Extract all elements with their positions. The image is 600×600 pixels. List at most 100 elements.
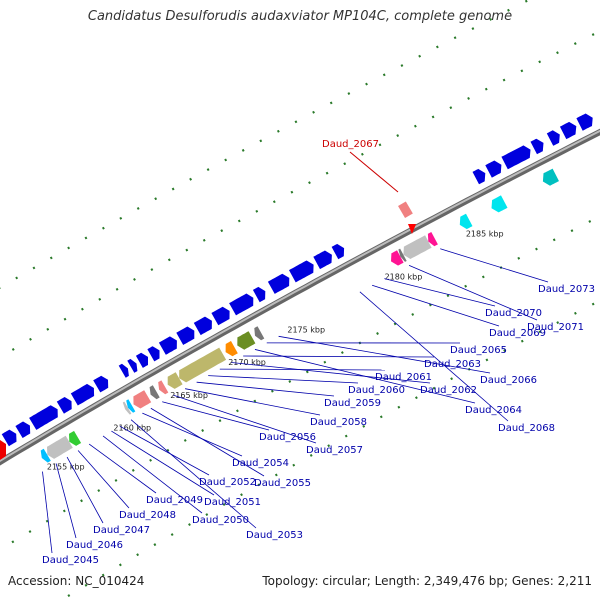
gene-label-Daud_2057: Daud_2057 bbox=[306, 445, 363, 456]
map-title: Candidatus Desulforudis audaxviator MP10… bbox=[87, 9, 513, 24]
tick-label-1: 2160 kbp bbox=[113, 423, 151, 432]
forward-gene-18 bbox=[313, 250, 332, 270]
leader-Daud_2057 bbox=[173, 394, 317, 444]
reverse-gene-8 bbox=[167, 372, 183, 389]
gene-label-Daud_2060: Daud_2060 bbox=[348, 385, 405, 396]
leader-Daud_2055 bbox=[150, 407, 265, 477]
forward-gene-13 bbox=[211, 306, 230, 326]
forward-gene-23 bbox=[530, 138, 544, 155]
forward-gene-24 bbox=[546, 130, 560, 146]
forward-gene-8 bbox=[135, 352, 148, 368]
reverse-gene-3 bbox=[122, 401, 132, 415]
leader-Daud_2045 bbox=[42, 471, 53, 554]
accession-text: Accession: NC_010424 bbox=[8, 574, 145, 588]
gene-label-Daud_2049: Daud_2049 bbox=[146, 495, 203, 506]
forward-strand-genes bbox=[1, 113, 593, 447]
gene-label-Daud_2061: Daud_2061 bbox=[375, 372, 432, 383]
tick-label-3: 2170 kbp bbox=[228, 358, 266, 367]
leader-Daud_2071 bbox=[408, 264, 538, 321]
highlight-marker bbox=[408, 224, 416, 234]
reverse-gene-7 bbox=[158, 380, 169, 395]
gene-label-Daud_2068: Daud_2068 bbox=[498, 423, 555, 434]
forward-gene-5 bbox=[93, 375, 109, 393]
leader-Daud_2049 bbox=[88, 443, 157, 494]
leader-Daud_2059 bbox=[196, 381, 335, 397]
reverse-gene-10 bbox=[225, 341, 238, 357]
highlighted-gene[interactable]: Daud_2067 bbox=[0, 139, 416, 460]
tick-label-4: 2175 kbp bbox=[287, 325, 325, 334]
gene-label-Daud_2045: Daud_2045 bbox=[42, 555, 99, 566]
backbone-highlight bbox=[0, 129, 600, 462]
gene-labels: Daud_2045 Daud_2046 Daud_2047 Daud_2048 Daud… bbox=[42, 248, 595, 566]
leader-Daud_2050 bbox=[102, 435, 203, 514]
forward-gene-9 bbox=[147, 346, 160, 362]
reverse-gene-5 bbox=[133, 390, 152, 409]
forward-gene-7 bbox=[127, 358, 138, 373]
forward-gene-26 bbox=[576, 113, 593, 131]
reverse-gene-4 bbox=[126, 399, 136, 413]
tick-label-6: 2185 kbp bbox=[466, 229, 504, 238]
reverse-gene-18 bbox=[491, 195, 508, 213]
leader-Daud_2060 bbox=[208, 375, 359, 384]
leader-Daud_2054 bbox=[142, 412, 243, 457]
leader-Daud_2069 bbox=[371, 284, 500, 327]
leader-Daud_2051 bbox=[111, 430, 215, 496]
gene-label-Daud_2073: Daud_2073 bbox=[538, 284, 595, 295]
reverse-gene-17 bbox=[459, 213, 473, 230]
leader-Daud_2058 bbox=[185, 388, 321, 416]
gene-label-Daud_2046: Daud_2046 bbox=[66, 540, 123, 551]
reverse-strand-genes bbox=[40, 168, 559, 463]
leader-Daud_2064 bbox=[254, 349, 476, 404]
reverse-gene-6 bbox=[149, 385, 160, 400]
reverse-gene-9 bbox=[179, 347, 227, 383]
leader-Daud_2073 bbox=[440, 248, 549, 283]
leader-Daud_2068 bbox=[359, 291, 509, 422]
genome-backbone bbox=[0, 128, 600, 466]
tick-label-5: 2180 kbp bbox=[385, 273, 423, 282]
gene-label-Daud_2062: Daud_2062 bbox=[420, 385, 477, 396]
backbone-outer bbox=[0, 128, 600, 466]
gene-label-Daud_2052: Daud_2052 bbox=[199, 477, 256, 488]
forward-gene-4 bbox=[70, 383, 95, 406]
gene-label-Daud_2063: Daud_2063 bbox=[424, 359, 481, 370]
gene-label-Daud_2056: Daud_2056 bbox=[259, 432, 316, 443]
position-ticks: 2155 kbp 2160 kbp 2165 kbp 2170 kbp 2175 kbp… bbox=[47, 229, 504, 471]
gene-label-Daud_2071: Daud_2071 bbox=[527, 322, 584, 333]
leader-Daud_2052 bbox=[119, 425, 210, 476]
highlight-leader bbox=[349, 151, 399, 193]
reverse-gene-14 bbox=[398, 248, 407, 262]
leader-Daud_2047 bbox=[66, 456, 104, 524]
gene-label-Daud_2058: Daud_2058 bbox=[310, 417, 367, 428]
gene-label-Daud_2048: Daud_2048 bbox=[119, 510, 176, 521]
reverse-gene-0 bbox=[40, 448, 51, 463]
forward-gene-25 bbox=[559, 121, 577, 140]
tick-label-0: 2155 kbp bbox=[47, 462, 85, 471]
gene-label-Daud_2051: Daud_2051 bbox=[204, 497, 261, 508]
reverse-gene-19 bbox=[542, 168, 559, 186]
leader-Daud_2070 bbox=[384, 278, 496, 307]
forward-gene-14 bbox=[229, 293, 254, 316]
leader-Daud_2046 bbox=[55, 463, 77, 539]
leader-Daud_2062 bbox=[231, 362, 431, 384]
gene-label-Daud_2064: Daud_2064 bbox=[465, 405, 522, 416]
forward-gene-11 bbox=[176, 326, 195, 345]
reverse-gene-13 bbox=[391, 250, 404, 266]
forward-gene-6 bbox=[118, 363, 129, 378]
leader-Daud_2066 bbox=[278, 335, 491, 374]
forward-gene-22 bbox=[501, 145, 531, 170]
left-edge-marker bbox=[0, 440, 6, 460]
reverse-gene-15 bbox=[403, 235, 432, 259]
highlight-gene-box bbox=[398, 201, 413, 219]
reverse-gene-11 bbox=[237, 331, 256, 350]
forward-gene-16 bbox=[267, 273, 290, 294]
forward-gene-17 bbox=[289, 260, 314, 283]
forward-gene-19 bbox=[331, 243, 345, 260]
reverse-gene-12 bbox=[254, 326, 265, 341]
reverse-gene-2 bbox=[69, 430, 82, 446]
reverse-gene-1 bbox=[47, 435, 73, 459]
gene-label-Daud_2070: Daud_2070 bbox=[485, 308, 542, 319]
forward-gene-1 bbox=[15, 421, 31, 438]
gene-label-Daud_2059: Daud_2059 bbox=[324, 398, 381, 409]
